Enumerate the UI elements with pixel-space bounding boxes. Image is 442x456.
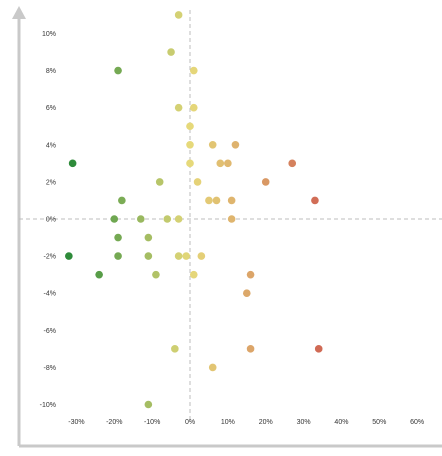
y-tick-label: 4%: [46, 142, 56, 149]
data-points: [65, 11, 323, 409]
data-point[interactable]: [189, 66, 198, 75]
x-tick-label: 30%: [297, 419, 311, 426]
x-tick-label: -30%: [68, 419, 84, 426]
data-point[interactable]: [171, 345, 179, 353]
y-tick-label: 2%: [46, 179, 56, 186]
data-point[interactable]: [186, 159, 194, 168]
data-point[interactable]: [261, 178, 270, 186]
data-point[interactable]: [167, 48, 175, 56]
data-point[interactable]: [189, 103, 198, 112]
y-tick-label: -4%: [44, 291, 56, 298]
data-point[interactable]: [311, 196, 319, 205]
data-point[interactable]: [208, 141, 217, 149]
x-tick-label: 60%: [410, 419, 424, 426]
data-point[interactable]: [114, 252, 122, 260]
data-point[interactable]: [208, 363, 217, 372]
y-tick-labels: 10% 8% 6% 4% 2% 0% -2% -4% -6% -8% -10%: [40, 31, 56, 409]
data-point[interactable]: [118, 196, 126, 205]
y-tick-label: -6%: [44, 328, 56, 335]
data-point[interactable]: [68, 159, 77, 168]
data-point[interactable]: [136, 215, 145, 223]
x-tick-label: 0%: [185, 419, 195, 426]
data-point[interactable]: [288, 159, 297, 168]
data-point[interactable]: [242, 289, 251, 298]
y-tick-label: 0%: [46, 217, 56, 224]
y-tick-label: 8%: [46, 68, 56, 75]
data-point[interactable]: [216, 159, 225, 168]
y-tick-label: 10%: [42, 31, 56, 38]
data-point[interactable]: [246, 270, 255, 279]
y-tick-label: -8%: [44, 365, 56, 372]
x-tick-label: 10%: [221, 419, 235, 426]
x-tick-label: 50%: [372, 419, 386, 426]
data-point[interactable]: [189, 270, 198, 279]
data-point[interactable]: [314, 345, 323, 353]
data-point[interactable]: [174, 11, 183, 19]
y-axis-arrow-icon: [12, 6, 26, 19]
y-tick-label: 6%: [46, 105, 56, 112]
data-point[interactable]: [197, 252, 206, 260]
data-point[interactable]: [163, 215, 172, 223]
data-point[interactable]: [212, 196, 221, 205]
data-point[interactable]: [231, 141, 240, 149]
data-point[interactable]: [155, 178, 164, 186]
data-point[interactable]: [174, 103, 183, 112]
data-point[interactable]: [144, 400, 153, 409]
x-tick-label: -10%: [144, 419, 160, 426]
data-point[interactable]: [224, 159, 232, 168]
data-point[interactable]: [193, 178, 202, 186]
reference-lines: [19, 10, 442, 420]
x-tick-label: 20%: [259, 419, 273, 426]
data-point[interactable]: [174, 252, 183, 260]
x-tick-label: -20%: [106, 419, 122, 426]
data-point[interactable]: [114, 233, 122, 242]
data-point[interactable]: [114, 66, 122, 75]
data-point[interactable]: [152, 270, 160, 279]
data-point[interactable]: [144, 252, 153, 260]
x-tick-label: 40%: [334, 419, 348, 426]
data-point[interactable]: [246, 345, 255, 353]
data-point[interactable]: [65, 252, 73, 260]
data-point[interactable]: [95, 270, 103, 279]
y-tick-label: -2%: [44, 254, 56, 261]
axes-frame: [12, 6, 442, 448]
data-point[interactable]: [227, 196, 236, 205]
y-tick-label: -10%: [40, 402, 56, 409]
data-point[interactable]: [174, 215, 183, 223]
data-point[interactable]: [186, 141, 194, 149]
data-point[interactable]: [205, 196, 213, 205]
data-point[interactable]: [227, 215, 236, 223]
x-tick-labels: -30% -20% -10% 0% 10% 20% 30% 40% 50% 60%: [68, 419, 424, 426]
data-point[interactable]: [110, 215, 119, 223]
data-point[interactable]: [182, 252, 191, 260]
data-point[interactable]: [186, 122, 194, 131]
data-point[interactable]: [144, 233, 153, 242]
